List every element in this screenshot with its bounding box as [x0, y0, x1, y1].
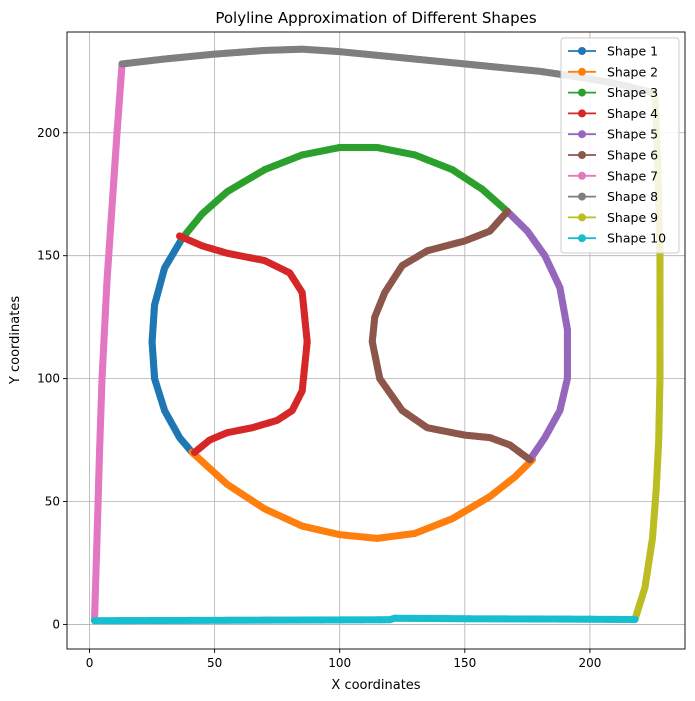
- legend-swatch-marker: [578, 192, 586, 201]
- y-tick-label: 200: [37, 126, 60, 140]
- series-4: [175, 232, 311, 456]
- legend-label: Shape 7: [607, 168, 658, 183]
- x-tick-label: 150: [453, 656, 476, 670]
- plot-frame: [66, 31, 686, 650]
- y-gridlines: [67, 132, 685, 625]
- legend-label: Shape 1: [607, 44, 658, 59]
- legend-swatch-marker: [578, 67, 586, 76]
- y-tick-label: 100: [37, 372, 60, 386]
- legend-label: Shape 8: [607, 189, 658, 204]
- chart-title: Polyline Approximation of Different Shap…: [215, 9, 536, 27]
- legend-item: Shape 4: [568, 106, 658, 121]
- x-tick-label: 100: [328, 656, 351, 670]
- legend-item: Shape 1: [568, 44, 658, 59]
- legend-swatch-marker: [578, 151, 586, 159]
- legend-swatch-marker: [578, 130, 586, 139]
- legend-item: Shape 7: [568, 168, 658, 183]
- legend-label: Shape 2: [607, 64, 658, 79]
- y-axis-title: Y coordinates: [8, 296, 23, 385]
- legend-label: Shape 9: [607, 210, 658, 225]
- legend-item: Shape 10: [568, 231, 666, 246]
- legend-swatch-marker: [578, 109, 586, 118]
- legend-label: Shape 6: [607, 148, 658, 163]
- legend-label: Shape 3: [607, 85, 658, 100]
- series-5: [503, 207, 572, 464]
- y-axis-ticks: 0 50 100 150 200: [37, 126, 67, 631]
- legend-swatch-marker: [578, 88, 586, 97]
- y-tick-label: 0: [52, 617, 60, 631]
- series-7: [90, 60, 126, 624]
- legend-swatch-marker: [578, 47, 586, 55]
- series-3: [178, 143, 511, 243]
- legend-label: Shape 10: [607, 231, 666, 246]
- legend-swatch-marker: [578, 213, 586, 222]
- legend-item: Shape 3: [568, 85, 658, 100]
- series-6: [368, 207, 534, 464]
- x-tick-label: 0: [86, 656, 94, 670]
- legend-label: Shape 4: [607, 106, 658, 121]
- y-tick-label: 50: [45, 495, 60, 509]
- legend-item: Shape 8: [568, 189, 658, 204]
- series-9: [631, 89, 664, 624]
- series-10: [90, 614, 639, 625]
- legend-item: Shape 6: [568, 148, 658, 163]
- legend-label: Shape 5: [607, 127, 658, 142]
- x-tick-label: 200: [578, 656, 601, 670]
- x-axis-ticks: 0 50 100 150 200: [86, 649, 601, 670]
- series-marker: [631, 615, 639, 624]
- series-layer: [90, 45, 664, 625]
- legend-swatch-marker: [578, 234, 586, 243]
- legend-swatch-marker: [578, 171, 586, 180]
- x-axis-title: X coordinates: [331, 678, 420, 693]
- series-marker: [526, 456, 534, 464]
- legend-item: Shape 9: [568, 210, 658, 225]
- legend: Shape 1 Shape 2 Shape 3 Shape 4 Shape 5 Shape…: [560, 37, 680, 254]
- series-marker: [191, 448, 199, 456]
- legend-item: Shape 5: [568, 127, 658, 142]
- x-tick-label: 50: [207, 656, 222, 670]
- y-tick-label: 150: [37, 249, 60, 263]
- legend-item: Shape 2: [568, 64, 658, 79]
